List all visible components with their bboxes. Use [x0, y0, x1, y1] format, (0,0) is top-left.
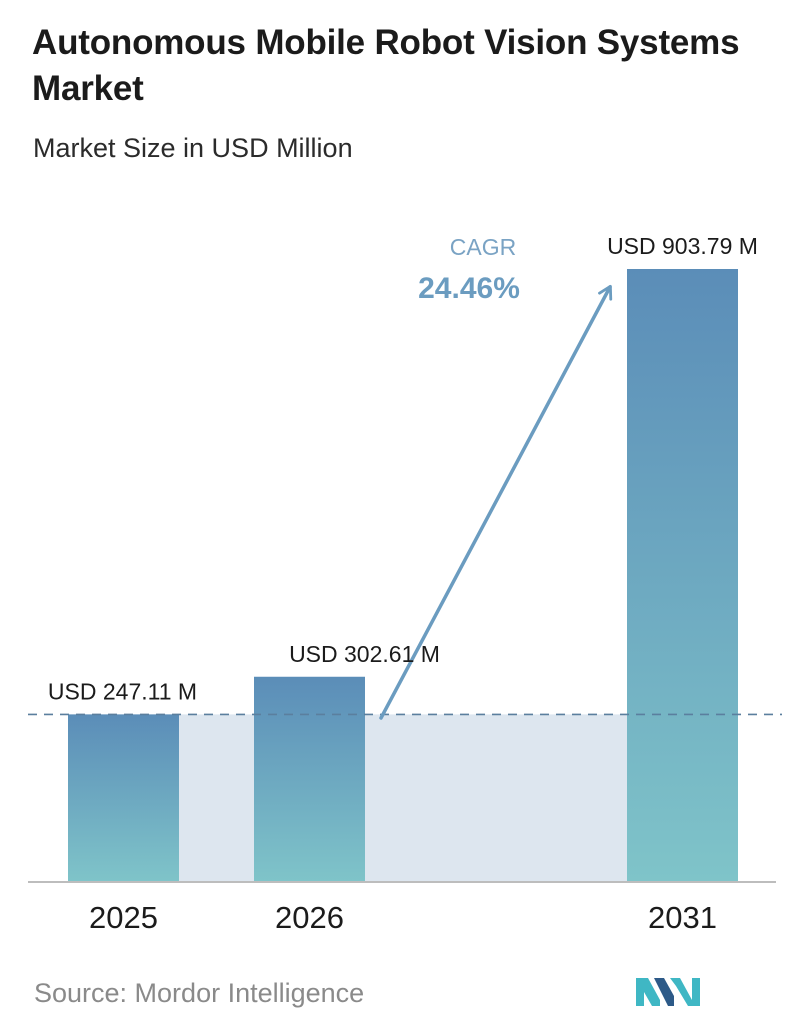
- x-tick-label-2026: 2026: [275, 900, 344, 935]
- bars-layer: [68, 269, 738, 882]
- chart-title: Autonomous Mobile Robot Vision Systems M…: [32, 23, 740, 108]
- bar-2026: [254, 676, 365, 882]
- cagr-value: 24.46%: [418, 272, 520, 305]
- value-label-2026: USD 302.61 M: [289, 641, 440, 667]
- x-tick-label-2031: 2031: [648, 900, 717, 935]
- bar-2025: [68, 714, 179, 882]
- cagr-arrow: [379, 284, 613, 720]
- bar-2031: [627, 269, 738, 882]
- mordor-intelligence-logo-icon: [636, 978, 700, 1006]
- value-label-2025: USD 247.11 M: [48, 678, 197, 704]
- chart-subtitle: Market Size in USD Million: [33, 133, 353, 163]
- x-tick-label-2025: 2025: [89, 900, 158, 935]
- source-note: Source: Mordor Intelligence: [34, 978, 365, 1008]
- labels-layer: USD 247.11 M 2025 USD 302.61 M 2026 USD 903.…: [48, 233, 758, 935]
- shaded-band: [68, 714, 738, 882]
- cagr-label: CAGR: [450, 234, 516, 260]
- value-label-2031: USD 903.79 M: [607, 233, 758, 259]
- shaded-band-layer: [68, 714, 738, 882]
